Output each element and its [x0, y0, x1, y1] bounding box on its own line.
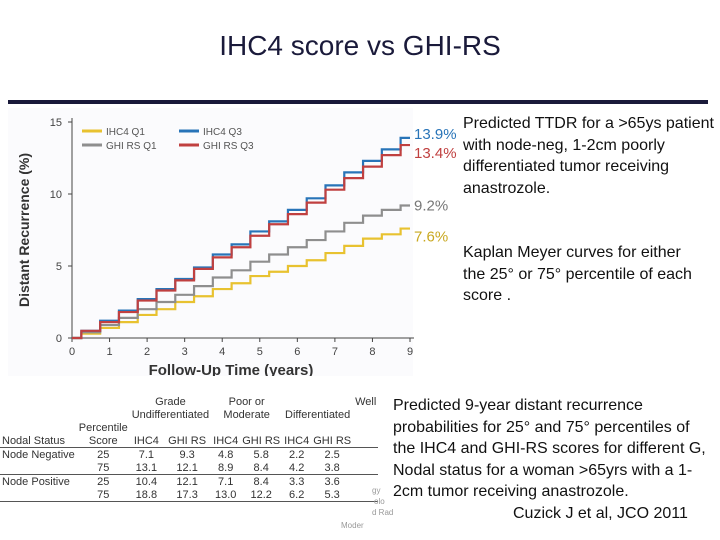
slide-title: IHC4 score vs GHI-RS: [219, 30, 501, 61]
series-line-ghi-rs-q3: [72, 143, 410, 340]
percentile-cell: 25: [97, 475, 110, 488]
grade-header: Grade: [155, 395, 186, 408]
x-tick-label: 0: [69, 346, 75, 358]
y-axis-label: Distant Recurrence (%): [16, 153, 32, 307]
x-tick-label: 1: [106, 346, 112, 358]
x-tick-label: 3: [182, 346, 188, 358]
value-cell: 3.8: [324, 461, 340, 474]
table-row: 75 18.8 17.3 13.0 12.2 6.2 5.3: [0, 488, 379, 502]
col-ghi-moderate: GHI RS: [242, 434, 281, 447]
recurrence-table: Grade Poor or Well Undifferentiated Mode…: [0, 395, 379, 502]
end-value-label: 9.2%: [414, 198, 448, 215]
y-tick-label: 0: [56, 333, 62, 345]
x-axis-label: Follow-Up Time (years): [149, 362, 314, 376]
kaplan-meier-chart: 0 5 10 15 0 1 2 3 4 5 6 7 8 9 Follow-Up Time (years) Di…: [8, 108, 457, 376]
value-cell: 7.1: [218, 475, 234, 488]
percentile-cell: 75: [97, 488, 110, 501]
value-cell: 6.2: [289, 488, 305, 501]
value-cell: 4.8: [218, 448, 234, 461]
legend-label: GHI RS Q3: [203, 141, 254, 152]
end-value-label: 13.9%: [414, 126, 457, 143]
x-tick-label: 6: [294, 346, 300, 358]
x-tick-label: 7: [332, 346, 338, 358]
x-tick-label: 2: [144, 346, 150, 358]
well-header-2: Differentiated: [285, 408, 351, 421]
percentile-cell: 75: [97, 461, 110, 474]
value-cell: 13.1: [135, 461, 158, 474]
legend-label: IHC4 Q1: [106, 127, 145, 138]
value-cell: 4.2: [289, 461, 305, 474]
nodal-status-header: Nodal Status: [2, 434, 65, 447]
kaplan-meyer-text: Kaplan Meyer curves for either the 25° o…: [463, 244, 692, 304]
legend-label: IHC4 Q3: [203, 127, 242, 138]
value-cell: 12.2: [250, 488, 272, 501]
x-tick-label: 5: [257, 346, 263, 358]
y-tick-label: 5: [56, 261, 62, 273]
bottom-caption: Predicted 9-year distant recurrence prob…: [393, 397, 706, 500]
node-positive-label: Node Positive: [2, 475, 70, 488]
poor-header-2: Undifferentiated: [131, 408, 210, 421]
value-cell: 8.4: [253, 475, 269, 488]
faded-note: gy: [372, 486, 381, 495]
chart-panel: [8, 108, 413, 376]
x-tick-label: 4: [219, 346, 225, 358]
title-divider: [8, 100, 708, 104]
y-tick-label: 15: [50, 117, 62, 129]
table-row: 75 13.1 12.1 8.9 8.4 4.2 3.8: [0, 461, 378, 475]
end-value-label: 7.6%: [414, 229, 448, 246]
col-ghi-well: GHI RS: [313, 434, 352, 447]
table-row: Node Negative 25 7.1 9.3 4.8 5.8 2.2 2.5: [0, 448, 378, 462]
well-header-1: Well: [355, 395, 377, 408]
value-cell: 13.0: [214, 488, 237, 501]
series-line-ihc4-q1: [72, 227, 410, 340]
value-cell: 3.6: [324, 475, 340, 488]
value-cell: 7.1: [138, 448, 155, 461]
table-row: Node Positive 25 10.4 12.1 7.1 8.4 3.3 3…: [0, 474, 379, 489]
faded-note: Moder: [341, 521, 364, 530]
x-tick-label: 8: [369, 346, 375, 358]
value-cell: 5.3: [324, 488, 340, 501]
percentile-cell: 25: [97, 448, 110, 461]
value-cell: 5.8: [253, 448, 269, 461]
col-ihc4-poor: IHC4: [133, 434, 159, 447]
y-tick-label: 10: [50, 189, 62, 201]
percentile-header-2: Score: [88, 434, 118, 447]
legend-label: GHI RS Q1: [106, 141, 157, 152]
col-ghi-poor: GHI RS: [168, 434, 207, 447]
value-cell: 18.8: [135, 488, 158, 501]
value-cell: 17.3: [176, 488, 198, 501]
value-cell: 9.3: [179, 448, 195, 461]
value-cell: 2.2: [289, 448, 305, 461]
value-cell: 3.3: [289, 475, 305, 488]
end-value-label: 13.4%: [414, 145, 457, 162]
value-cell: 2.5: [324, 448, 340, 461]
value-cell: 12.1: [176, 461, 198, 474]
predicted-ttdr-text: Predicted TTDR for a >65ys patient with …: [463, 115, 714, 197]
x-tick-label: 9: [407, 346, 413, 358]
series-line-ghi-rs-q1: [72, 204, 410, 340]
value-cell: 10.4: [135, 475, 158, 488]
faded-note: d Rad: [372, 508, 394, 517]
percentile-header-1: Percentile: [78, 421, 128, 434]
col-ihc4-moderate: IHC4: [213, 434, 239, 447]
citation: Cuzick J et al, JCO 2011: [513, 505, 688, 522]
node-negative-label: Node Negative: [2, 448, 75, 461]
poor-header-1: Poor or: [228, 395, 265, 408]
value-cell: 12.1: [176, 475, 198, 488]
value-cell: 8.4: [253, 461, 269, 474]
col-ihc4-well: IHC4: [284, 434, 310, 447]
series-line-ihc4-q3: [72, 136, 410, 340]
faded-note: olo: [374, 497, 385, 506]
value-cell: 8.9: [218, 461, 234, 474]
moderate-header: Moderate: [223, 408, 270, 421]
